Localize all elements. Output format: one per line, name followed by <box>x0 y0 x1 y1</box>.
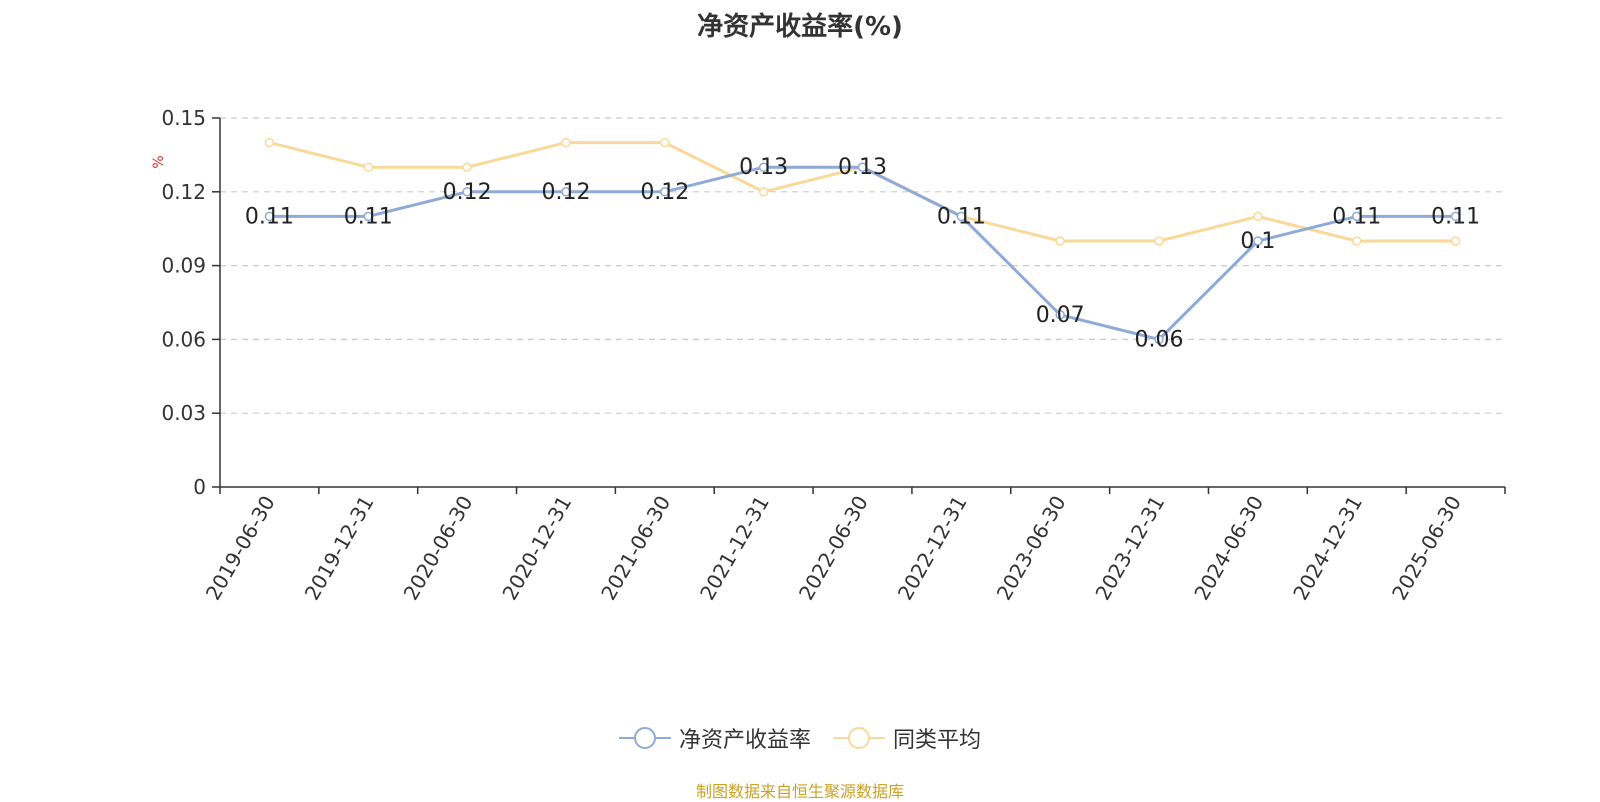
data-point-roe <box>956 211 967 222</box>
data-point-peer-average <box>1450 236 1461 246</box>
data-point-roe <box>1351 211 1362 222</box>
grid-lines <box>220 117 1505 414</box>
data-label-roe: 0.1 <box>1240 229 1275 254</box>
source-note: 制图数据来自恒生聚源数据库 <box>695 782 904 801</box>
data-point-peer-average <box>363 162 374 172</box>
data-label-roe: 0.12 <box>443 180 492 205</box>
data-point-peer-average <box>462 162 472 172</box>
y-tick-label: 0.15 <box>161 106 206 130</box>
data-label-roe: 0.06 <box>1135 327 1184 352</box>
y-tick-label: 0.06 <box>161 327 206 351</box>
x-tick-label: 2024-06-30 <box>1189 492 1268 605</box>
y-tick-label: 0.12 <box>161 180 206 204</box>
data-label-roe: 0.11 <box>1431 204 1480 229</box>
data-label-roe: 0.13 <box>739 155 788 180</box>
data-point-peer-average <box>1253 211 1263 222</box>
chart-title: 净资产收益率(%) <box>697 12 903 42</box>
x-tick-label: 2023-12-31 <box>1090 492 1169 605</box>
y-tick-label: 0.09 <box>161 254 206 278</box>
data-point-peer-average <box>758 187 769 197</box>
x-tick-label: 2019-12-31 <box>300 492 379 605</box>
data-point-roe <box>1450 211 1461 222</box>
x-tick-label: 2024-12-31 <box>1288 492 1367 605</box>
x-tick-label: 2021-12-31 <box>695 492 774 605</box>
data-point-roe <box>758 162 769 172</box>
data-point-roe <box>1154 334 1164 345</box>
data-label-roe: 0.12 <box>640 180 689 205</box>
legend-label-peer-average: 同类平均 <box>893 728 982 753</box>
legend-item-roe[interactable]: 净资产收益率 <box>618 722 811 754</box>
data-point-roe <box>462 187 472 197</box>
data-point-roe <box>561 187 571 197</box>
legend-swatch-roe-icon <box>618 727 671 749</box>
data-point-roe <box>660 187 670 197</box>
legend-swatch-peer-average-icon <box>833 727 885 749</box>
series <box>264 137 1461 345</box>
data-point-peer-average <box>264 137 275 148</box>
x-tick-label: 2022-06-30 <box>794 492 873 605</box>
data-label-roe: 0.11 <box>937 204 986 229</box>
y-tick-label: 0 <box>193 475 206 499</box>
data-point-roe <box>857 162 868 172</box>
data-label-roe: 0.13 <box>838 155 887 180</box>
x-tick-label: 2023-06-30 <box>992 492 1071 605</box>
data-point-peer-average <box>1351 236 1362 246</box>
legend-label-roe: 净资产收益率 <box>678 728 811 753</box>
legend-item-peer-average[interactable]: 同类平均 <box>833 722 981 754</box>
y-tick-label: 0.03 <box>161 401 206 425</box>
x-tick-label: 2021-06-30 <box>596 492 675 605</box>
x-tick-label: 2019-06-30 <box>201 492 280 605</box>
data-label-roe: 0.11 <box>344 204 393 229</box>
data-point-peer-average <box>1055 236 1065 246</box>
data-labels: 0.11 0.11 0.12 0.12 0.12 0.13 0.13 0.11 0.07 0.06… <box>245 155 1480 352</box>
data-point-roe <box>264 211 275 222</box>
data-point-roe <box>1253 236 1263 246</box>
data-label-roe: 0.07 <box>1036 303 1085 328</box>
legend: 净资产收益率 同类平均 <box>0 722 1600 754</box>
data-point-peer-average <box>561 137 571 148</box>
y-axis-unit-label: % <box>151 155 167 168</box>
data-point-peer-average <box>660 137 670 148</box>
x-tick-label: 2025-06-30 <box>1387 492 1466 605</box>
x-tick-label: 2020-12-31 <box>497 492 576 605</box>
data-point-peer-average <box>1154 236 1164 246</box>
data-label-roe: 0.11 <box>245 204 294 229</box>
x-tick-label: 2020-06-30 <box>399 491 478 604</box>
axes: 0 0.03 0.06 0.09 0.12 0.15 2019-06-30 2019-12-3… <box>161 106 1506 605</box>
data-label-roe: 0.12 <box>541 180 590 205</box>
data-point-roe <box>1055 310 1065 320</box>
x-tick-label: 2022-12-31 <box>893 492 972 605</box>
data-label-roe: 0.11 <box>1332 204 1381 229</box>
data-point-roe <box>363 211 374 222</box>
